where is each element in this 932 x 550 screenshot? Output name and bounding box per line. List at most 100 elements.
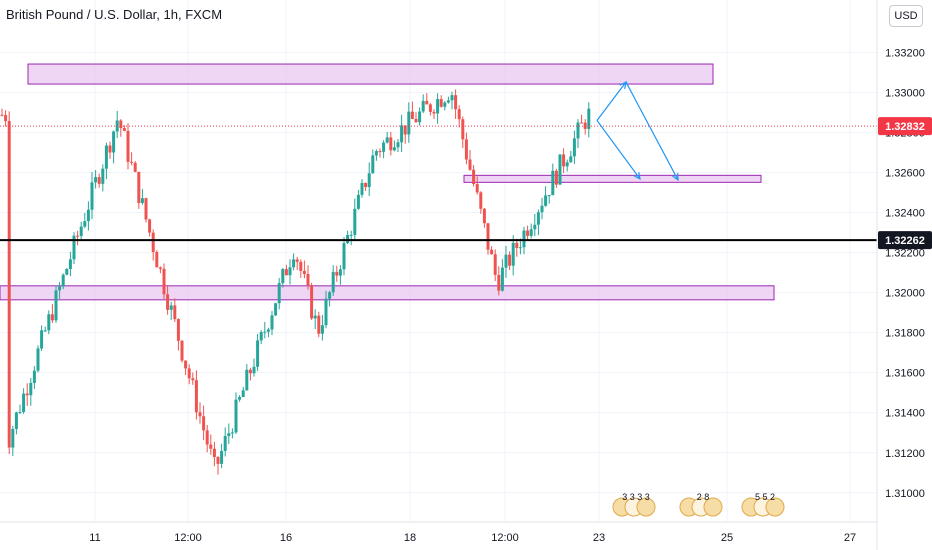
horizontal-line-badge bbox=[878, 231, 932, 250]
candle bbox=[547, 194, 551, 204]
candle-body bbox=[526, 230, 530, 236]
candle bbox=[32, 366, 36, 389]
candle bbox=[187, 364, 191, 385]
candle bbox=[436, 93, 440, 124]
candle bbox=[4, 110, 8, 127]
candle bbox=[180, 340, 184, 363]
candle bbox=[295, 256, 299, 270]
candle bbox=[112, 130, 116, 164]
middle-zone[interactable] bbox=[463, 174, 762, 183]
candle bbox=[475, 176, 479, 195]
candle bbox=[464, 132, 468, 165]
candle-body bbox=[522, 230, 526, 248]
candle-body bbox=[551, 170, 555, 196]
candle-body bbox=[378, 151, 382, 153]
candle bbox=[346, 230, 350, 245]
event-marker-label: 2 8 bbox=[697, 492, 710, 502]
candle-body bbox=[349, 234, 353, 236]
candle bbox=[313, 309, 317, 330]
y-tick-label: 1.32600 bbox=[885, 168, 925, 180]
candle-body bbox=[252, 366, 256, 374]
candle bbox=[122, 125, 126, 132]
candle-body bbox=[238, 396, 242, 400]
time-axis[interactable]: 11 12:00 16 18 12:00 23 25 27 bbox=[89, 532, 856, 544]
candle bbox=[418, 107, 422, 126]
candle-body bbox=[29, 382, 33, 396]
candle bbox=[144, 197, 148, 223]
candle-body bbox=[32, 370, 36, 383]
candle-body bbox=[446, 100, 450, 103]
currency-button[interactable]: USD bbox=[889, 5, 923, 27]
candle bbox=[184, 360, 188, 376]
projection-path-a[interactable] bbox=[596, 80, 679, 181]
event-flag-icon bbox=[703, 497, 723, 517]
support-zone[interactable] bbox=[0, 285, 775, 301]
candle-body bbox=[382, 142, 386, 152]
candle-body bbox=[504, 254, 508, 268]
candle-body bbox=[338, 269, 342, 276]
candle-body bbox=[112, 131, 116, 153]
candle-body bbox=[234, 399, 238, 433]
candle bbox=[292, 253, 296, 271]
economic-events[interactable]: 3 3 3 3 2 8 5 5 2 bbox=[612, 492, 785, 517]
candle-body bbox=[184, 360, 188, 369]
candle bbox=[493, 249, 497, 281]
candle bbox=[479, 191, 483, 214]
candle bbox=[18, 404, 22, 415]
resistance-zone[interactable] bbox=[27, 63, 714, 85]
candle-body bbox=[223, 436, 227, 451]
candle-body bbox=[562, 154, 566, 167]
candle bbox=[50, 304, 54, 323]
candle bbox=[400, 114, 404, 152]
candle-body bbox=[212, 448, 216, 458]
candle bbox=[115, 110, 119, 138]
candle bbox=[238, 395, 242, 402]
candle-body bbox=[569, 156, 573, 163]
candle-body bbox=[97, 177, 101, 184]
candle bbox=[36, 345, 40, 373]
candle bbox=[360, 179, 364, 198]
candle bbox=[176, 318, 180, 351]
candle bbox=[151, 229, 155, 261]
candle-body bbox=[36, 348, 40, 371]
candle bbox=[331, 265, 335, 296]
price-levels bbox=[0, 125, 877, 242]
candle-body bbox=[148, 219, 152, 233]
candle-body bbox=[277, 283, 281, 304]
candle-body bbox=[191, 378, 195, 381]
candle bbox=[511, 235, 515, 276]
candle bbox=[410, 101, 414, 120]
candle-body bbox=[47, 314, 51, 331]
candle-body bbox=[554, 170, 558, 185]
candle-body bbox=[86, 209, 90, 222]
candle-body bbox=[544, 195, 548, 206]
candle bbox=[230, 428, 234, 439]
candle bbox=[508, 251, 512, 270]
candle-body bbox=[209, 444, 213, 449]
candle bbox=[403, 125, 407, 144]
arrowhead-up bbox=[619, 80, 627, 90]
candle bbox=[432, 109, 436, 119]
event-marker[interactable]: 5 5 2 bbox=[741, 492, 785, 517]
candle-body bbox=[306, 274, 310, 286]
candle bbox=[428, 103, 432, 116]
candle-body bbox=[259, 332, 263, 341]
event-marker[interactable]: 3 3 3 3 bbox=[612, 492, 656, 517]
projection-path-b[interactable] bbox=[596, 120, 641, 180]
candle-body bbox=[18, 411, 22, 413]
y-tick-label: 1.32400 bbox=[885, 208, 925, 220]
candle bbox=[580, 114, 584, 124]
price-axis[interactable]: 1.332001.330001.328001.326001.324001.322… bbox=[878, 47, 932, 500]
candle bbox=[72, 232, 76, 265]
candle-body bbox=[162, 268, 166, 295]
candle bbox=[259, 330, 263, 345]
candle-body bbox=[497, 274, 501, 291]
y-tick-label: 1.31400 bbox=[885, 408, 925, 420]
candle-body bbox=[367, 173, 371, 188]
candle bbox=[302, 260, 306, 279]
candle bbox=[443, 100, 447, 111]
candle-body bbox=[515, 242, 519, 249]
event-marker[interactable]: 2 8 bbox=[679, 492, 723, 517]
candle bbox=[133, 160, 137, 173]
